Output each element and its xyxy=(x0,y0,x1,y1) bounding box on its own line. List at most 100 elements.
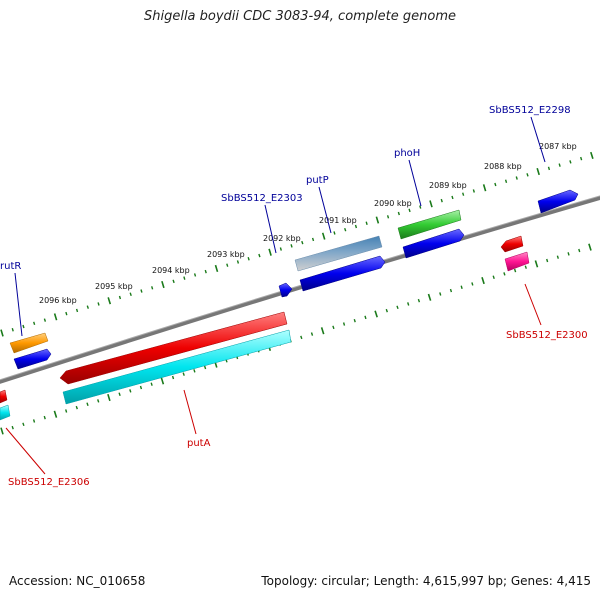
ruler-minor-tick xyxy=(460,285,463,289)
leader-line xyxy=(408,159,422,207)
ruler-major-tick xyxy=(0,329,4,337)
accession-text: Accession: NC_010658 xyxy=(9,574,146,588)
ruler-minor-tick xyxy=(451,195,454,200)
ruler-minor-tick xyxy=(472,189,475,193)
gene-phoH-cds[interactable] xyxy=(402,228,465,259)
ruler-minor-tick xyxy=(204,269,207,274)
gene-label-rutR[interactable]: rutR xyxy=(0,261,21,272)
ruler-minor-tick xyxy=(408,208,411,213)
ruler-label: 2094 kbp xyxy=(152,266,190,275)
ruler-label: 2092 kbp xyxy=(263,234,301,243)
ruler-minor-tick xyxy=(396,305,399,310)
ruler-minor-tick xyxy=(300,335,303,340)
ruler-minor-tick xyxy=(65,409,68,413)
gene-label-SbBS512-E2300[interactable]: SbBS512_E2300 xyxy=(506,330,588,341)
ruler-minor-tick xyxy=(139,385,143,390)
ruler-minor-tick xyxy=(504,179,508,183)
ruler-major-tick xyxy=(268,248,272,256)
ruler-minor-tick xyxy=(492,275,495,280)
ruler-minor-tick xyxy=(471,282,474,286)
gene-SbBS512-E2300-cds[interactable] xyxy=(504,251,530,272)
ruler-minor-tick xyxy=(86,305,89,309)
ruler-major-tick xyxy=(427,293,432,301)
gene-label-SbBS512-E2306[interactable]: SbBS512_E2306 xyxy=(8,477,90,488)
ruler-major-tick xyxy=(481,276,485,285)
ruler-minor-tick xyxy=(301,240,304,245)
ruler-minor-tick xyxy=(580,156,583,161)
ruler-minor-tick xyxy=(171,375,175,380)
ruler-minor-tick xyxy=(11,328,14,332)
ruler-minor-tick xyxy=(333,231,336,235)
ruler-minor-tick xyxy=(183,276,186,280)
gene-putA-cds[interactable] xyxy=(62,329,292,405)
ruler-minor-tick xyxy=(86,402,89,407)
gene-label-SbBS512-E2303[interactable]: SbBS512_E2303 xyxy=(221,193,303,204)
gene-SbBS512-E2306-feature[interactable] xyxy=(0,389,8,404)
ruler-minor-tick xyxy=(513,268,517,273)
leader-line xyxy=(264,204,277,254)
outer-ruler-ticks xyxy=(0,151,594,337)
ruler-minor-tick xyxy=(547,166,551,171)
ruler-label: 2095 kbp xyxy=(95,282,133,291)
ruler-minor-tick xyxy=(182,372,185,376)
gene-SbBS512-E2298[interactable] xyxy=(537,189,579,214)
gene-rutR-feature[interactable] xyxy=(9,332,49,354)
gene-SbBS512-E2306-cds[interactable] xyxy=(0,404,11,421)
gene-rutR-cds[interactable] xyxy=(13,348,52,370)
ruler-minor-tick xyxy=(524,265,527,269)
ruler-minor-tick xyxy=(97,302,100,306)
ruler-major-tick xyxy=(53,313,58,321)
ruler-minor-tick xyxy=(279,247,282,251)
gene-label-putA[interactable]: putA xyxy=(187,438,211,449)
gene-phoH-feature[interactable] xyxy=(397,209,462,240)
gene-putA-feature[interactable] xyxy=(59,311,288,385)
ruler-minor-tick xyxy=(193,369,196,373)
ruler-major-tick xyxy=(214,264,219,273)
ruler-minor-tick xyxy=(32,419,36,423)
ruler-minor-tick xyxy=(558,163,561,167)
ruler-minor-tick xyxy=(22,324,25,329)
ruler-minor-tick xyxy=(407,302,410,306)
ruler-minor-tick xyxy=(526,173,529,177)
ruler-minor-tick xyxy=(151,286,154,290)
ruler-minor-tick xyxy=(417,298,421,303)
ruler-major-tick xyxy=(107,297,112,305)
gene-putP-feature[interactable] xyxy=(294,235,383,272)
ruler-minor-tick xyxy=(226,263,229,267)
ruler-minor-tick xyxy=(503,272,506,276)
gene-label-phoH[interactable]: phoH xyxy=(394,148,420,159)
gene-SbBS512-E2300-feature[interactable] xyxy=(500,235,524,253)
ruler-minor-tick xyxy=(150,382,153,386)
gene-SbBS512-E2303[interactable] xyxy=(278,282,293,298)
ruler-label: 2088 kbp xyxy=(484,162,522,171)
gene-putP-cds[interactable] xyxy=(299,255,386,292)
ruler-minor-tick xyxy=(569,160,572,164)
ruler-major-tick xyxy=(320,327,325,335)
ruler-minor-tick xyxy=(365,221,368,225)
ruler-minor-tick xyxy=(494,182,497,187)
gene-label-putP[interactable]: putP xyxy=(306,175,329,186)
map-title: Shigella boydii CDC 3083-94, complete ge… xyxy=(143,9,457,24)
ruler-minor-tick xyxy=(462,192,465,196)
ruler-major-tick xyxy=(107,393,111,402)
genome-backbone xyxy=(0,195,600,384)
ruler-major-tick xyxy=(321,232,326,240)
leader-line xyxy=(183,389,197,435)
leader-line xyxy=(318,186,332,234)
ruler-minor-tick xyxy=(556,255,559,259)
ruler-major-tick xyxy=(429,200,433,208)
ruler-minor-tick xyxy=(385,308,388,313)
ruler-label: 2087 kbp xyxy=(539,142,577,151)
leader-line xyxy=(5,427,46,475)
gene-label-SbBS512-E2298[interactable]: SbBS512_E2298 xyxy=(489,105,571,116)
ruler-major-tick xyxy=(536,167,540,176)
ruler-major-tick xyxy=(375,216,380,224)
ruler-minor-tick xyxy=(75,405,78,410)
ruler-minor-tick xyxy=(33,321,36,326)
ruler-minor-tick xyxy=(258,253,261,258)
ruler-major-tick xyxy=(160,377,165,385)
ruler-minor-tick xyxy=(310,332,314,336)
ruler-minor-tick xyxy=(43,318,47,322)
ruler-minor-tick xyxy=(567,252,570,256)
